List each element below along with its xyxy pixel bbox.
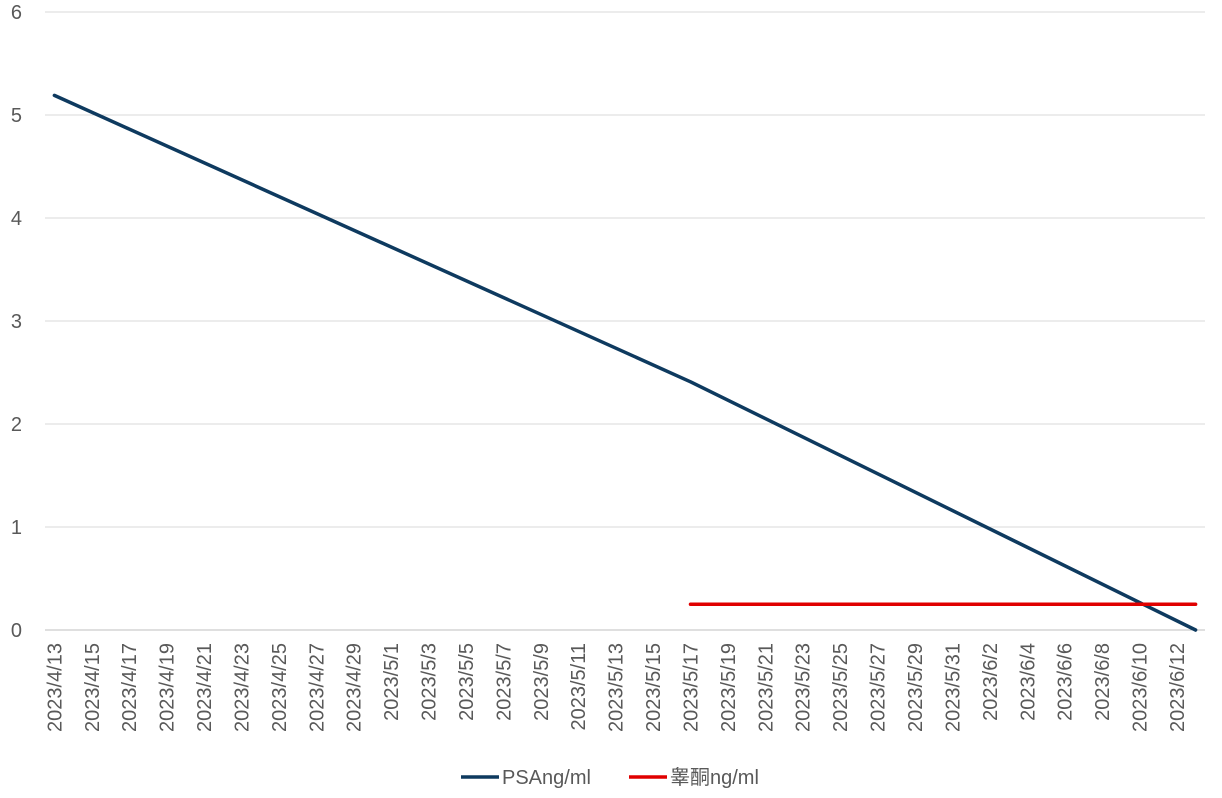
x-tick-label: 2023/5/3 bbox=[419, 643, 441, 721]
x-axis-tick-labels: 2023/4/13 2023/4/15 2023/4/17 2023/4/19 2023… bbox=[44, 643, 1189, 732]
series-lines bbox=[52, 93, 1198, 632]
x-tick-label: 2023/5/23 bbox=[793, 643, 815, 732]
series-line-psang-ml bbox=[52, 93, 1198, 632]
x-tick-label: 2023/5/13 bbox=[606, 643, 628, 732]
x-tick-label: 2023/6/12 bbox=[1167, 643, 1189, 732]
x-tick-label: 2023/5/25 bbox=[830, 643, 852, 732]
x-tick-label: 2023/6/4 bbox=[1017, 643, 1039, 721]
x-tick-label: 2023/5/15 bbox=[643, 643, 665, 732]
x-tick-label: 2023/4/25 bbox=[269, 643, 291, 732]
x-tick-label: 2023/6/10 bbox=[1130, 643, 1152, 732]
legend-label: 睾酮ng/ml bbox=[670, 766, 759, 789]
x-tick-label: 2023/4/17 bbox=[119, 643, 141, 732]
gridlines bbox=[45, 11, 1205, 528]
x-tick-label: 2023/4/15 bbox=[82, 643, 104, 732]
x-tick-label: 2023/6/6 bbox=[1055, 643, 1077, 721]
x-tick-label: 2023/4/29 bbox=[344, 643, 366, 732]
x-tick-label: 2023/5/21 bbox=[755, 643, 777, 732]
y-tick-label: 0 bbox=[11, 620, 22, 642]
x-tick-label: 2023/5/27 bbox=[868, 643, 890, 732]
y-tick-label: 6 bbox=[11, 2, 22, 24]
x-tick-label: 2023/5/9 bbox=[531, 643, 553, 721]
x-tick-label: 2023/5/1 bbox=[381, 643, 403, 721]
x-tick-label: 2023/4/19 bbox=[157, 643, 179, 732]
x-tick-label: 2023/6/2 bbox=[980, 643, 1002, 721]
legend-label: PSAng/ml bbox=[502, 767, 591, 789]
x-tick-label: 2023/4/13 bbox=[44, 643, 66, 732]
y-tick-label: 3 bbox=[11, 311, 22, 333]
x-tick-label: 2023/4/21 bbox=[194, 643, 216, 732]
x-tick-label: 2023/5/17 bbox=[680, 643, 702, 732]
y-tick-label: 2 bbox=[11, 414, 22, 436]
y-axis-tick-labels: 0 1 2 3 4 5 6 bbox=[11, 2, 22, 642]
x-tick-label: 2023/5/11 bbox=[568, 643, 590, 731]
x-tick-label: 2023/5/29 bbox=[905, 643, 927, 732]
legend: PSAng/ml 睾酮ng/ml bbox=[461, 766, 759, 789]
x-tick-label: 2023/5/7 bbox=[493, 643, 515, 721]
x-tick-label: 2023/5/19 bbox=[718, 643, 740, 732]
x-tick-label: 2023/6/8 bbox=[1092, 643, 1114, 721]
x-tick-label: 2023/4/27 bbox=[306, 643, 328, 732]
x-tick-label: 2023/5/5 bbox=[456, 643, 478, 721]
y-tick-label: 5 bbox=[11, 105, 22, 127]
y-tick-label: 1 bbox=[11, 517, 22, 539]
x-tick-label: 2023/4/23 bbox=[231, 643, 253, 732]
y-tick-label: 4 bbox=[11, 208, 22, 230]
x-tick-label: 2023/5/31 bbox=[942, 643, 964, 732]
